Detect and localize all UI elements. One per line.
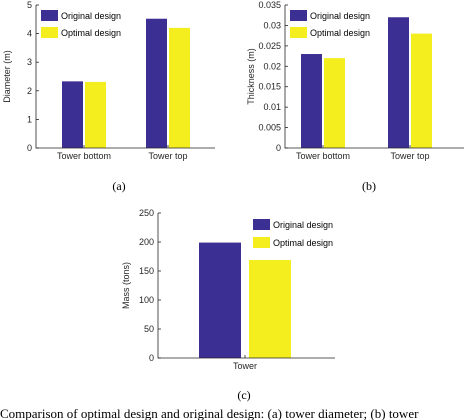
bar-optimal-1 — [324, 58, 345, 148]
legend-swatch-optimal — [290, 27, 307, 38]
y-tick-label: 0.01 — [263, 102, 281, 112]
y-axis-title: Diameter (m) — [2, 50, 12, 103]
y-tick-label: 4 — [27, 29, 32, 39]
panel-label-c: (c) — [237, 388, 250, 402]
panel-label-a: (a) — [112, 179, 125, 193]
y-tick-label: 0 — [276, 143, 281, 153]
x-tick-label: Tower bottom — [296, 151, 350, 161]
legend-swatch-original — [41, 10, 58, 21]
panel-label-b: (b) — [362, 179, 376, 193]
legend-label-optimal: Optimal design — [61, 28, 121, 38]
y-tick-label: 0 — [27, 143, 32, 153]
y-axis-title: Mass (tons) — [121, 262, 131, 309]
x-tick-label: Tower bottom — [57, 151, 111, 161]
x-tick-label: Tower — [233, 361, 257, 371]
y-tick-label: 0 — [149, 353, 154, 363]
y-tick-label: 100 — [139, 295, 154, 305]
bar-optimal-2 — [411, 33, 432, 148]
y-tick-label: 0.015 — [258, 82, 281, 92]
y-tick-label: 150 — [139, 266, 154, 276]
y-tick-label: 0.03 — [263, 20, 281, 30]
y-tick-label: 0.025 — [258, 41, 281, 51]
chart-panel-c: 0 50 100 150 200 250 Tower Mass (tons) Original … — [121, 208, 335, 371]
x-tick-label: Tower top — [390, 151, 429, 161]
legend-label-optimal: Optimal design — [273, 238, 333, 248]
y-tick-label: 1 — [27, 114, 32, 124]
legend-label-optimal: Optimal design — [310, 28, 370, 38]
x-tick-label: Tower top — [148, 151, 187, 161]
y-tick-label: 0.005 — [258, 123, 281, 133]
chart-panel-b: 0 0.005 0.01 0.015 0.02 0.025 0.03 0.035 Tower b… — [246, 0, 464, 161]
legend-label-original: Original design — [61, 11, 121, 21]
legend-swatch-optimal — [41, 27, 58, 38]
y-tick-label: 250 — [139, 208, 154, 218]
y-tick-label: 0.035 — [258, 0, 281, 10]
y-axis-title: Thickness (m) — [246, 48, 256, 105]
bar-original-1 — [199, 242, 241, 358]
legend-label-original: Original design — [310, 11, 370, 21]
legend-swatch-optimal — [253, 237, 270, 248]
bar-optimal-1 — [249, 259, 291, 358]
legend-swatch-original — [290, 10, 307, 21]
y-tick-label: 5 — [27, 0, 32, 10]
y-tick-label: 3 — [27, 57, 32, 67]
legend-label-original: Original design — [273, 220, 333, 230]
figure-caption: Comparison of optimal design and origina… — [0, 406, 419, 420]
legend-swatch-original — [253, 219, 270, 230]
bar-optimal-2 — [169, 27, 190, 149]
bar-original-1 — [62, 81, 83, 148]
y-tick-label: 0.02 — [263, 61, 281, 71]
chart-panel-a: 0 1 2 3 4 5 Tower bottom Tower top Diameter (m) O… — [2, 0, 215, 161]
bar-original-2 — [146, 18, 167, 149]
y-tick-label: 2 — [27, 86, 32, 96]
bar-optimal-1 — [85, 81, 106, 148]
y-tick-label: 200 — [139, 237, 154, 247]
y-tick-label: 50 — [144, 324, 154, 334]
bar-original-1 — [301, 54, 322, 148]
axes-lines — [157, 213, 335, 359]
bar-original-2 — [388, 17, 409, 149]
